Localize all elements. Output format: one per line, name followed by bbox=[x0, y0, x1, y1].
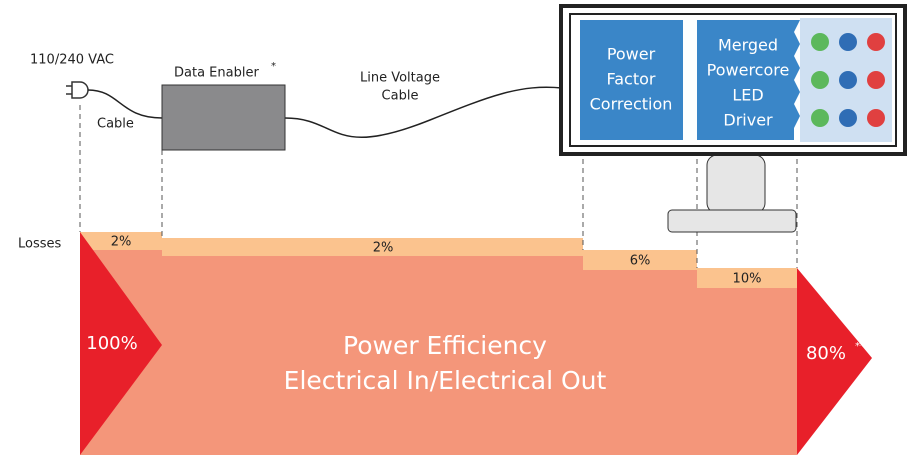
flow-title: Electrical In/Electrical Out bbox=[284, 366, 607, 395]
line-cable-label: Cable bbox=[382, 89, 419, 104]
loss-bands bbox=[80, 232, 797, 288]
driver-box bbox=[697, 20, 800, 140]
guides bbox=[79, 105, 798, 268]
voltage-label: 110/240 VAC bbox=[30, 53, 114, 68]
output-arrow bbox=[797, 268, 872, 455]
cable bbox=[284, 86, 563, 139]
driver-label: LED bbox=[732, 86, 763, 105]
stand-neck bbox=[706, 154, 766, 214]
output-note: ** bbox=[855, 341, 865, 352]
output-label: 80% bbox=[806, 343, 846, 364]
data-enabler-box bbox=[161, 84, 286, 151]
driver-label: Merged bbox=[718, 36, 778, 55]
cable bbox=[87, 89, 163, 119]
leds bbox=[811, 33, 885, 127]
losses-label: Losses bbox=[18, 237, 62, 252]
pfc-box bbox=[580, 20, 683, 140]
loss: 2% bbox=[373, 241, 394, 256]
loss: 2% bbox=[111, 235, 132, 250]
driver-label: Driver bbox=[723, 111, 773, 130]
loss: 6% bbox=[630, 254, 651, 269]
plug bbox=[66, 81, 89, 99]
line-cable-label: Line Voltage bbox=[360, 71, 440, 86]
cable-label: Cable bbox=[97, 117, 134, 132]
stand-base bbox=[667, 209, 797, 233]
data-enabler-label: Data Enabler bbox=[174, 66, 259, 81]
efficiency-area bbox=[80, 250, 797, 455]
input-label: 100% bbox=[86, 333, 137, 354]
driver-label: Powercore bbox=[707, 61, 790, 80]
loss: 10% bbox=[733, 272, 762, 287]
pfc-label: Factor bbox=[607, 70, 656, 89]
input-arrow bbox=[80, 232, 162, 455]
pfc-label: Power bbox=[607, 45, 656, 64]
pfc-label: Correction bbox=[590, 95, 673, 114]
note-mark: * bbox=[271, 61, 276, 72]
flow-title: Power Efficiency bbox=[343, 331, 547, 360]
